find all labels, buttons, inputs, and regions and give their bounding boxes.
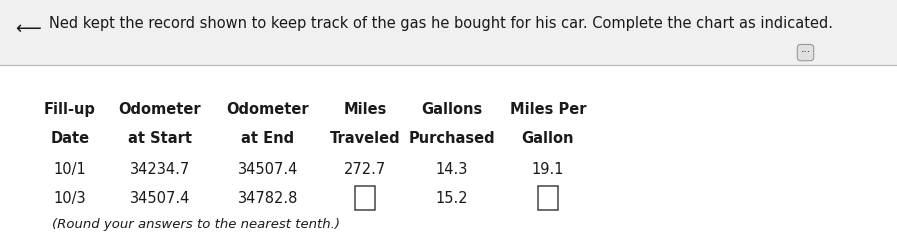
Text: (Round your answers to the nearest tenth.): (Round your answers to the nearest tenth… (52, 218, 340, 231)
Text: ···: ··· (800, 48, 811, 58)
Text: 272.7: 272.7 (344, 162, 386, 177)
Text: Miles Per: Miles Per (509, 103, 587, 117)
Text: Odometer: Odometer (118, 103, 201, 117)
Text: 15.2: 15.2 (436, 191, 468, 206)
Text: at End: at End (241, 131, 294, 146)
Text: 19.1: 19.1 (532, 162, 564, 177)
Bar (355, 186, 375, 210)
Text: Traveled: Traveled (330, 131, 400, 146)
Text: Gallons: Gallons (422, 103, 483, 117)
FancyBboxPatch shape (0, 65, 897, 239)
Text: at Start: at Start (128, 131, 192, 146)
Text: Date: Date (50, 131, 90, 146)
Text: ⟵: ⟵ (15, 20, 41, 38)
Text: 10/1: 10/1 (54, 162, 86, 177)
Text: 34507.4: 34507.4 (130, 191, 190, 206)
Text: 14.3: 14.3 (436, 162, 468, 177)
Text: Miles: Miles (344, 103, 387, 117)
Text: 34507.4: 34507.4 (238, 162, 298, 177)
Text: Ned kept the record shown to keep track of the gas he bought for his car. Comple: Ned kept the record shown to keep track … (49, 16, 833, 31)
Text: Purchased: Purchased (409, 131, 495, 146)
Text: 10/3: 10/3 (54, 191, 86, 206)
Text: 34782.8: 34782.8 (238, 191, 298, 206)
Text: 34234.7: 34234.7 (130, 162, 190, 177)
Text: Gallon: Gallon (522, 131, 574, 146)
Bar (538, 186, 558, 210)
Text: Odometer: Odometer (227, 103, 309, 117)
Text: Fill-up: Fill-up (44, 103, 96, 117)
